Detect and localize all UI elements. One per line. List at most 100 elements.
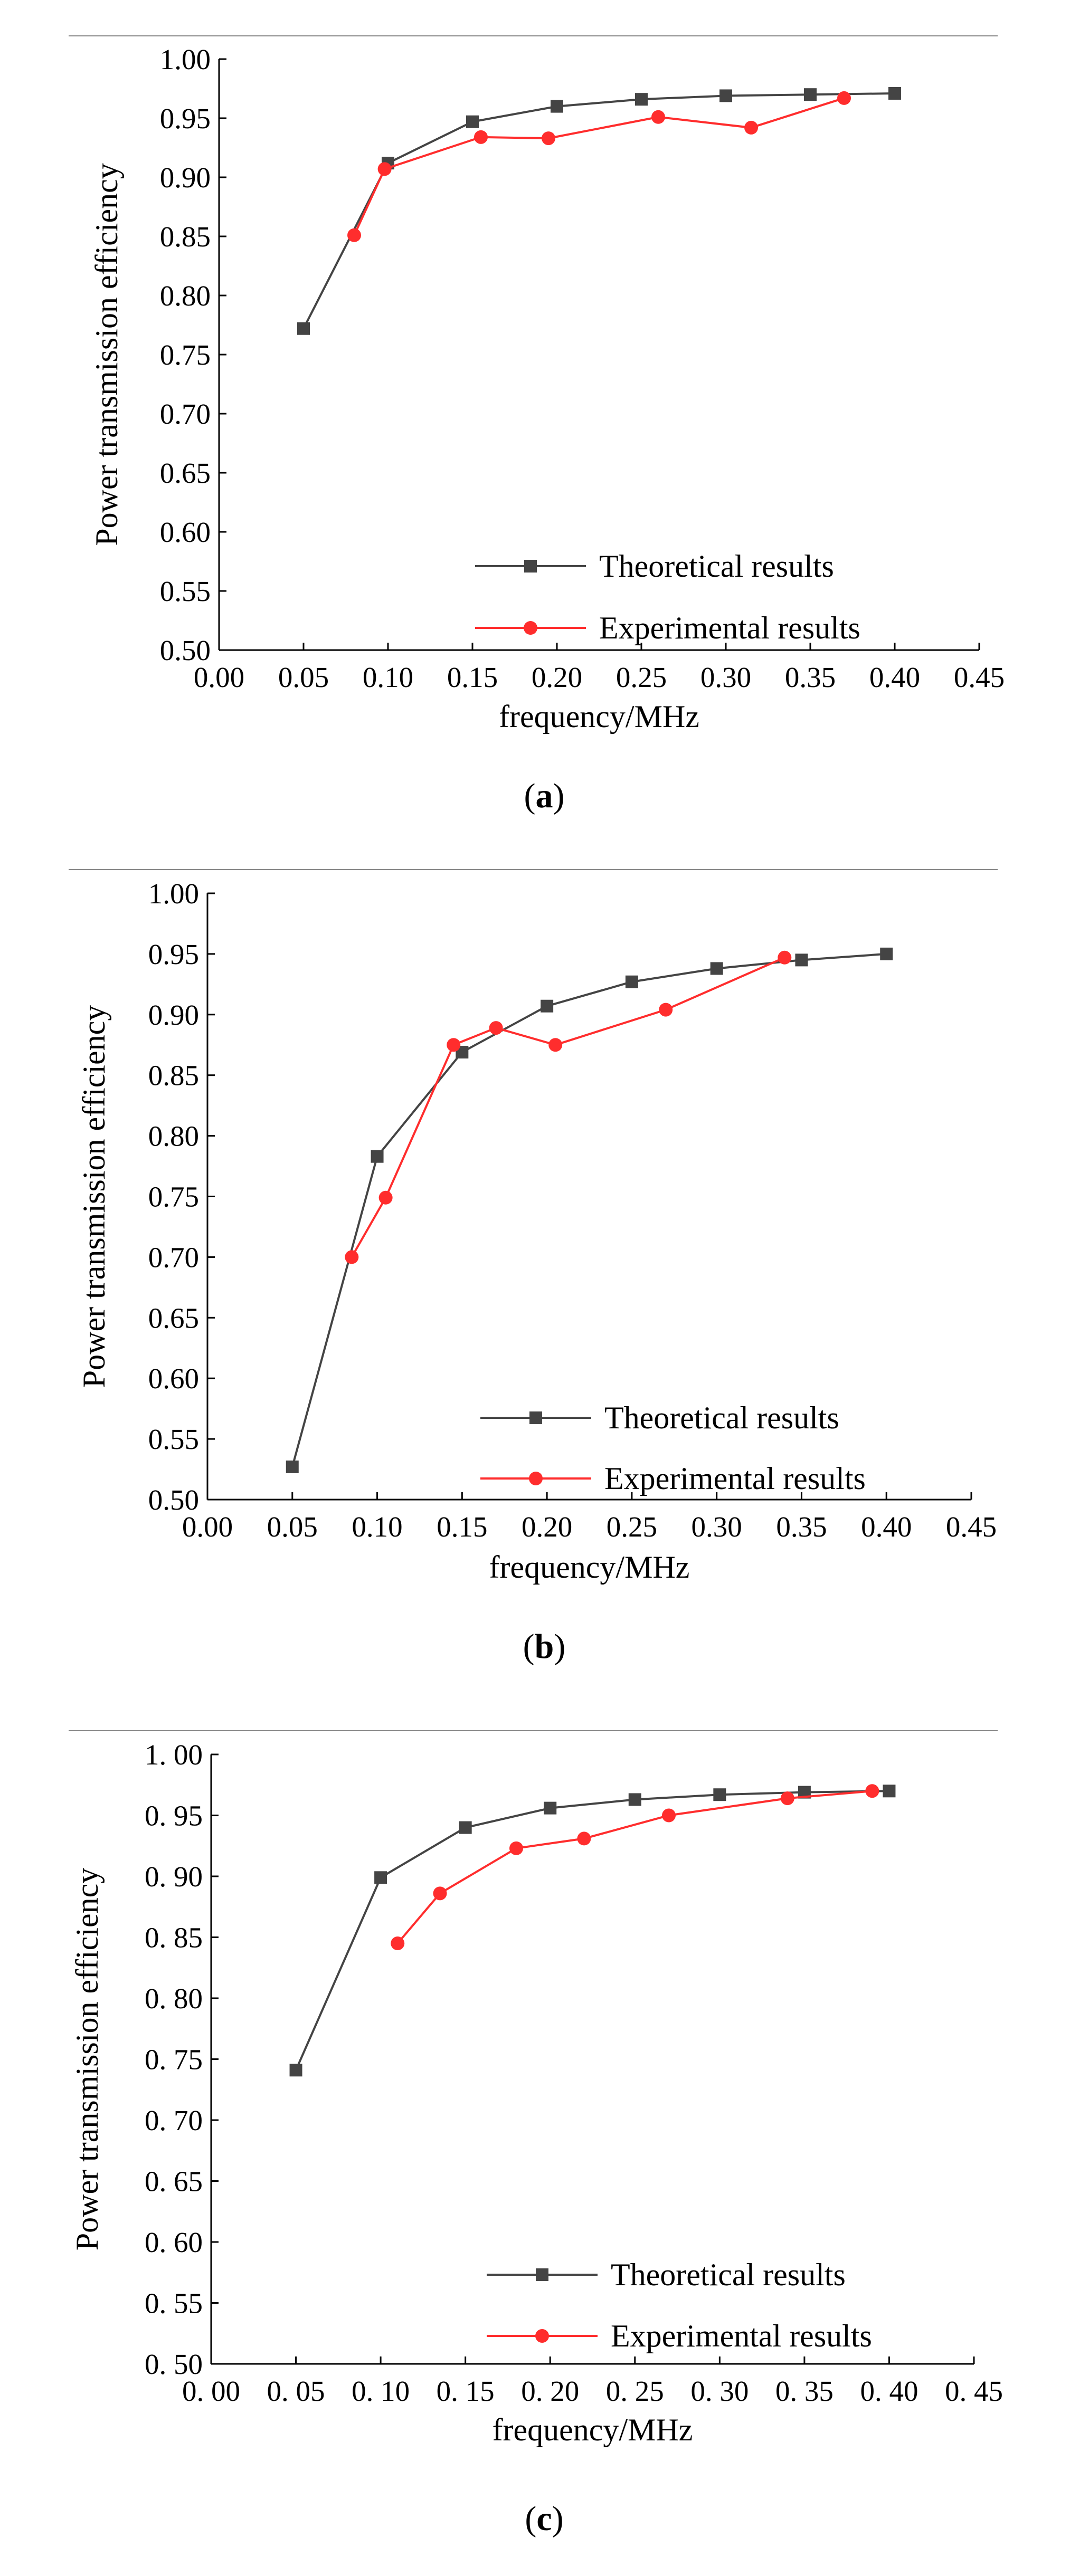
data-point: [888, 87, 901, 100]
x-tick-label: 0.35: [785, 661, 836, 693]
data-point: [347, 228, 361, 242]
legend-marker: [529, 1411, 542, 1424]
data-point: [542, 131, 555, 146]
y-tick-label: 0.55: [148, 1423, 199, 1455]
y-tick-label: 0.85: [148, 1060, 199, 1092]
y-tick-label: 0.75: [160, 339, 211, 371]
panel-caption: (a): [524, 777, 565, 815]
x-tick-label: 0.25: [616, 661, 667, 693]
data-point: [713, 1788, 726, 1801]
x-tick-label: 0.05: [278, 661, 329, 693]
x-tick-label: 0.20: [522, 1511, 572, 1543]
x-tick-label: 0. 25: [606, 2375, 664, 2407]
legend-marker: [524, 560, 537, 573]
data-point: [778, 950, 792, 965]
legend-item-theoretical: Theoretical results: [475, 549, 834, 584]
series-theoretical: [286, 947, 893, 1473]
x-tick-label: 0. 05: [267, 2375, 325, 2407]
data-point: [297, 322, 310, 335]
data-point: [865, 1784, 879, 1798]
legend-item-theoretical: Theoretical results: [487, 2257, 846, 2292]
data-point: [625, 975, 638, 988]
data-point: [548, 1038, 563, 1052]
series-experimental: [345, 950, 792, 1264]
x-tick-label: 0.40: [869, 661, 920, 693]
chart-panel-c: 0. 50 0. 55 0. 60 0. 65 0. 70 0. 75 0. 80 0. 85…: [69, 1730, 1003, 2538]
y-axis-label: Power transmission efficiency: [70, 1868, 105, 2250]
y-tick-label: 0.80: [160, 280, 211, 312]
x-tick-label: 0.45: [954, 661, 1005, 693]
x-tick-label: 0.15: [447, 661, 498, 693]
x-tick-label: 0.05: [267, 1511, 318, 1543]
series-line: [353, 97, 845, 236]
data-point: [371, 1150, 384, 1163]
data-point: [378, 1190, 393, 1205]
x-tick-label: 0. 10: [352, 2375, 410, 2407]
legend-marker: [529, 1472, 543, 1485]
data-point: [433, 1886, 447, 1901]
y-tick-label: 0.85: [160, 221, 211, 253]
legend-item-theoretical: Theoretical results: [480, 1400, 839, 1435]
data-point: [662, 1808, 676, 1823]
data-point: [883, 1785, 896, 1798]
x-tick-label: 0.30: [700, 661, 751, 693]
chart-panel-b: 0.50 0.55 0.60 0.65 0.70 0.75 0.80 0.85 0.90 0.95…: [69, 869, 998, 1666]
caption-open: (: [525, 2499, 536, 2538]
y-tick-label: 0.95: [160, 102, 211, 135]
data-point: [544, 1801, 557, 1815]
y-tick-label: 0.65: [160, 457, 211, 489]
x-axis-label: frequency/MHz: [499, 699, 699, 734]
y-tick-label: 0.60: [160, 516, 211, 548]
y-tick-label: 0.60: [148, 1362, 199, 1395]
x-tick-label: 0. 20: [521, 2375, 579, 2407]
data-point: [551, 100, 563, 113]
data-point: [651, 110, 665, 124]
data-point: [719, 89, 732, 102]
legend-marker: [524, 621, 537, 635]
caption-letter: c: [536, 2499, 552, 2538]
data-point: [880, 947, 893, 960]
data-point: [391, 1936, 405, 1951]
series-theoretical: [297, 87, 901, 335]
x-tick-label: 0. 15: [437, 2375, 495, 2407]
data-point: [374, 1871, 387, 1884]
series-line: [295, 1790, 889, 2071]
x-tick-label: 0. 40: [860, 2375, 918, 2407]
legend-marker: [535, 2329, 549, 2343]
y-tick-label: 0.55: [160, 575, 211, 607]
y-tick-label: 0.95: [148, 938, 199, 970]
x-tick-label: 0. 45: [945, 2375, 1003, 2407]
y-tick-label: 0. 95: [145, 1800, 203, 1832]
data-point: [459, 1821, 472, 1834]
legend-item-experimental: Experimental results: [480, 1461, 866, 1496]
caption-close: ): [553, 777, 565, 815]
legend-label: Experimental results: [611, 2319, 872, 2353]
y-tick-label: 0. 65: [145, 2165, 203, 2198]
y-tick-label: 0. 55: [145, 2287, 203, 2320]
legend-label: Experimental results: [599, 610, 860, 645]
caption-open: (: [524, 777, 536, 815]
series-experimental: [347, 91, 851, 242]
data-point: [466, 115, 479, 128]
x-tick-label: 0.00: [182, 1511, 233, 1543]
y-tick-label: 0.80: [148, 1120, 199, 1152]
series-line: [291, 952, 887, 1467]
data-point: [795, 953, 808, 967]
x-tick-label: 0.30: [692, 1511, 742, 1543]
y-tick-label: 1.00: [160, 43, 211, 75]
y-tick-label: 0.70: [148, 1241, 199, 1273]
legend-label: Theoretical results: [611, 2257, 846, 2292]
legend-label: Theoretical results: [604, 1400, 839, 1435]
y-tick-label: 0. 80: [145, 1982, 203, 2015]
y-tick-label: 0. 50: [145, 2348, 203, 2380]
data-point: [659, 1003, 673, 1017]
y-tick-label: 0.50: [148, 1484, 199, 1516]
x-tick-label: 0.15: [437, 1511, 487, 1543]
x-tick-label: 0.10: [352, 1511, 402, 1543]
data-point: [345, 1250, 359, 1264]
y-tick-label: 0.50: [160, 634, 211, 666]
x-tick-label: 0.40: [861, 1511, 912, 1543]
caption-open: (: [523, 1627, 535, 1666]
data-point: [541, 999, 554, 1013]
panel-caption: (b): [523, 1627, 566, 1666]
